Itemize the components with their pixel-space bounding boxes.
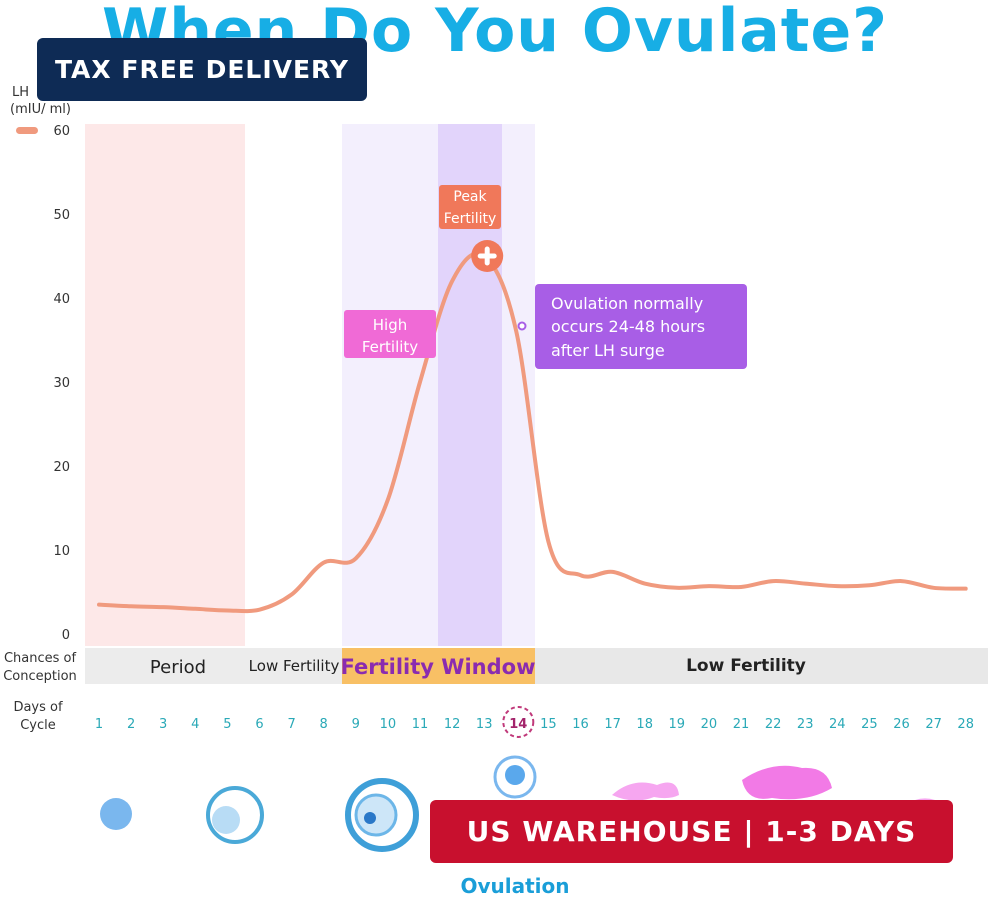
highlight-day-circle: [502, 706, 535, 738]
day-tick-label: 21: [733, 717, 750, 732]
day-tick-label: 27: [925, 717, 942, 732]
conception-label-line2: Conception: [3, 669, 77, 684]
day-tick-label: 12: [444, 717, 461, 732]
follicle-1-icon: [100, 798, 132, 830]
day-tick-label: 8: [320, 717, 328, 732]
ovulating-egg-icon: [505, 765, 525, 785]
day-tick-label: 6: [255, 717, 263, 732]
day-tick-label: 28: [957, 717, 974, 732]
ovulation-note-line1: Ovulation normally: [551, 294, 703, 313]
tax-free-delivery-badge: TAX FREE DELIVERY: [37, 38, 367, 101]
high-badge-line2: Fertility: [362, 338, 418, 356]
day-tick-label: 20: [701, 717, 718, 732]
corpus-luteum-1-icon: [612, 782, 679, 801]
day-tick-label: 13: [476, 717, 493, 732]
day-tick-label: 14: [509, 717, 527, 732]
lh-curve: [97, 251, 968, 614]
day-tick-label: 22: [765, 717, 782, 732]
day-tick-label: 17: [604, 717, 621, 732]
day-tick-label: 3: [159, 717, 167, 732]
y-tick-label: 20: [53, 460, 70, 475]
follicle-3-core-icon: [364, 812, 376, 824]
ovulation-label: Ovulation: [460, 874, 570, 898]
us-warehouse-badge: US WAREHOUSE | 1-3 DAYS: [430, 800, 953, 863]
days-label-line2: Cycle: [20, 718, 56, 733]
day-tick-label: 1: [95, 717, 103, 732]
day-tick-label: 5: [223, 717, 231, 732]
day-tick-label: 7: [287, 717, 295, 732]
ovulating-follicle-icon: [493, 755, 537, 799]
day-tick-label: 23: [797, 717, 814, 732]
day-tick-label: 19: [669, 717, 686, 732]
legend-swatch: [16, 127, 38, 134]
follicle-3-icon: [345, 778, 419, 852]
day-tick-label: 9: [352, 717, 360, 732]
segment-window-label: Fertility Window: [341, 655, 536, 679]
peak-marker: [471, 240, 504, 272]
day-tick-label: 2: [127, 717, 135, 732]
y-tick-label: 40: [53, 292, 70, 307]
high-badge-line1: High: [373, 316, 407, 334]
ylabel-line1: LH: [12, 85, 29, 100]
ovulation-note-pointer: [517, 321, 527, 331]
follicle-2-inner-icon: [212, 806, 240, 834]
corpus-luteum-2-icon: [742, 765, 832, 800]
y-tick-label: 50: [53, 208, 70, 223]
peak-badge-line2: Fertility: [444, 211, 497, 227]
y-tick-label: 10: [53, 544, 70, 559]
ovulation-note-line3: after LH surge: [551, 341, 665, 360]
ylabel-line2: (mIU/ ml): [10, 102, 71, 117]
segment-low1-bg: [245, 648, 342, 684]
peak-fertility-badge: [439, 185, 501, 229]
y-ticks: 0 10 20 30 40 50 60: [53, 124, 70, 643]
day-ticks: 1 2 3 4 5 6 7 8 9 10 11 12 13 14 15 16 17 18 19 20 21 22 23 24 2…: [95, 706, 974, 738]
day-tick-label: 4: [191, 717, 199, 732]
day-tick-label: 10: [380, 717, 397, 732]
segment-window-bg: [342, 648, 535, 684]
day-tick-label: 11: [412, 717, 429, 732]
segment-low1-label: Low Fertility: [249, 657, 340, 675]
day-tick-label: 24: [829, 717, 846, 732]
segment-period-label: Period: [150, 657, 206, 678]
y-tick-label: 0: [62, 628, 70, 643]
follicle-2-icon: [206, 786, 264, 844]
segment-low2-bg: [535, 648, 988, 684]
follicle-3-mid-icon: [354, 793, 398, 837]
conception-label-line1: Chances of: [4, 651, 77, 666]
ovulation-note-line2: occurs 24-48 hours: [551, 317, 705, 336]
high-fertility-badge: [344, 310, 436, 358]
ovulation-note-box: [535, 284, 747, 369]
day-tick-label: 26: [893, 717, 910, 732]
day-tick-label: 25: [861, 717, 878, 732]
y-tick-label: 30: [53, 376, 70, 391]
segment-period-bg: [85, 648, 245, 684]
day-tick-label: 16: [572, 717, 589, 732]
y-tick-label: 60: [53, 124, 70, 139]
period-band: [85, 124, 245, 646]
days-label-line1: Days of: [13, 700, 63, 715]
segment-low2-label: Low Fertility: [686, 656, 806, 676]
day-tick-label: 18: [636, 717, 653, 732]
peak-badge-line1: Peak: [453, 189, 487, 205]
day-tick-label: 15: [540, 717, 557, 732]
